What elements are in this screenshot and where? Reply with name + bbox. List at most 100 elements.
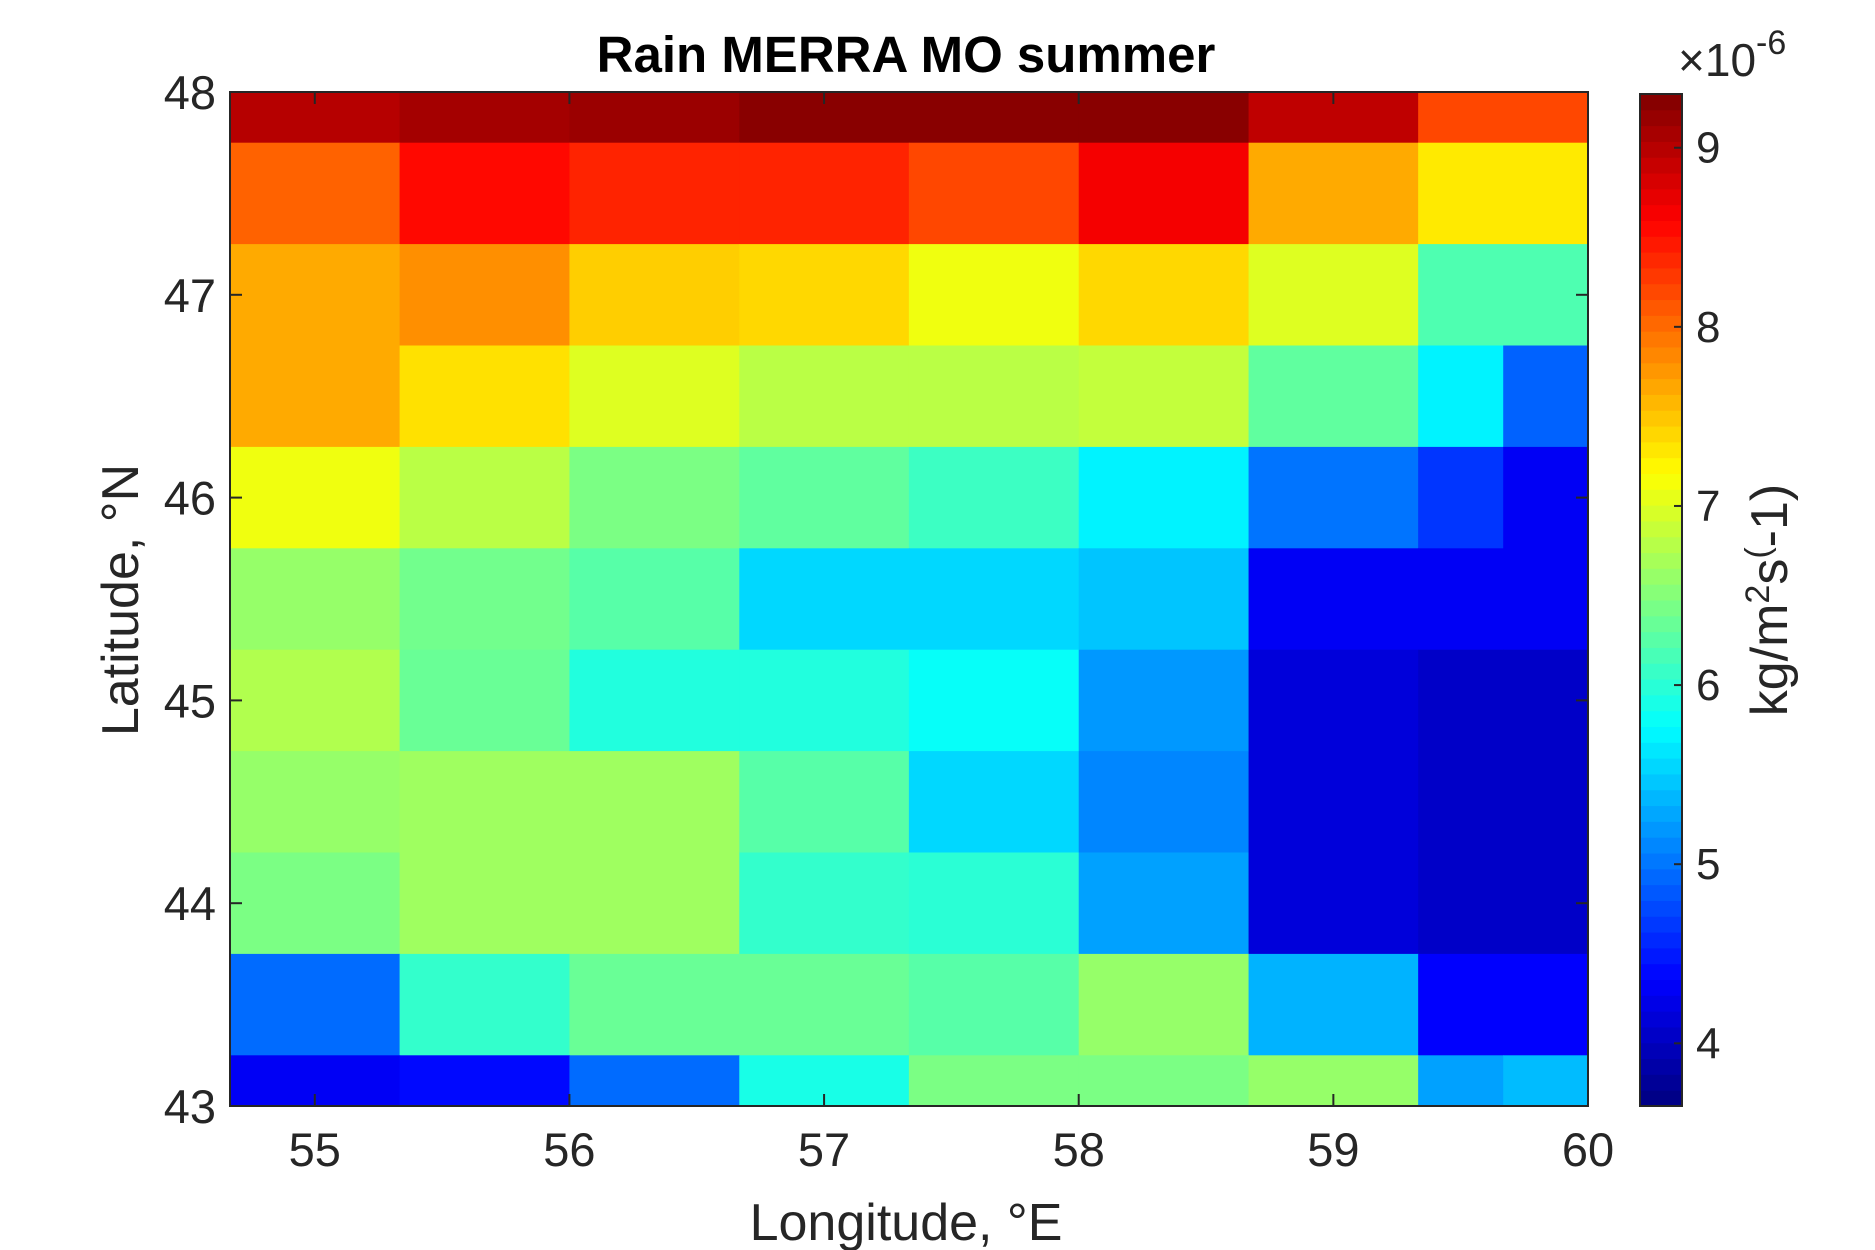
colorbar-segment [1640,315,1682,332]
x-tick-label: 56 [543,1123,595,1176]
x-tick-label: 57 [798,1123,850,1176]
colorbar-segment [1640,600,1682,617]
x-tick-label: 58 [1053,1123,1105,1176]
heatmap-cell [230,649,401,752]
heatmap-cell [399,142,571,245]
colorbar-segment [1640,615,1682,633]
colorbar [1639,93,1683,1107]
colorbar-segment [1640,1026,1682,1044]
x-axis-ticks: 55 56 57 58 59 60 [289,92,1614,1176]
heatmap-cell [739,649,910,752]
heatmap-cell [1248,345,1419,448]
heatmap-cells [230,92,1589,1107]
heatmap-cell [230,142,401,245]
colorbar-segment [1640,520,1682,538]
heatmap-cell [399,1055,571,1107]
heatmap-cell [908,446,1080,549]
colorbar-tick-label: 8 [1696,303,1720,352]
x-tick-label: 59 [1307,1123,1359,1176]
colorbar-tick-label: 7 [1696,482,1720,531]
colorbar-segment [1640,805,1682,822]
heatmap-cell [1078,1055,1250,1107]
y-tick-label: 47 [164,269,216,322]
heatmap-cell [1078,92,1250,144]
heatmap-cell [908,649,1080,752]
heatmap-cell [1418,345,1504,448]
colorbar-segment [1640,267,1682,285]
heatmap-cell [399,751,571,854]
heatmap-cell [569,852,740,955]
y-axis-ticks: 43 44 45 46 47 48 [164,66,1588,1133]
colorbar-segment [1640,1058,1682,1075]
colorbar-segment [1640,742,1682,759]
heatmap-cell [1503,1055,1589,1107]
colorbar-segment [1640,505,1682,522]
colorbar-segment [1640,710,1682,727]
colorbar-segment [1640,362,1682,380]
heatmap-cell [1503,548,1589,651]
colorbar-segment [1640,1074,1682,1091]
colorbar-segment [1640,347,1682,364]
heatmap-cell [739,446,910,549]
heatmap-cell [908,953,1080,1056]
heatmap-cell [1418,953,1504,1056]
colorbar-frame [1639,93,1683,1107]
y-tick-label: 45 [164,674,216,727]
heatmap-cell [569,649,740,752]
colorbar-segment [1640,394,1682,411]
y-tick-label: 48 [164,66,216,119]
heatmap-cell [399,446,571,549]
heatmap-cell [739,548,910,651]
colorbar-segment [1640,331,1682,348]
colorbar-segment [1640,283,1682,301]
heatmap-cell [1078,244,1250,347]
heatmap-cell [1078,953,1250,1056]
heatmap-cell [569,244,740,347]
heatmap-cell [739,142,910,245]
heatmap-cell [1248,244,1419,347]
y-tick-label: 44 [164,877,216,930]
colorbar-segment [1640,679,1682,696]
colorbar-segment [1640,109,1682,127]
heatmap-cell [230,446,401,549]
colorbar-exponent: ×10-6 [1678,24,1786,86]
heatmap-cell [230,345,401,448]
colorbar-segment [1640,1011,1682,1028]
heatmap-cell [399,548,571,651]
colorbar-segment [1640,568,1682,585]
heatmap-cell [230,751,401,854]
plot-frame [229,91,1589,1107]
heatmap-cell [569,953,740,1056]
heatmap-cell [1078,852,1250,955]
heatmap-cell [399,345,571,448]
heatmap-cell [1418,548,1504,651]
heatmap-cell [908,751,1080,854]
colorbar-ticks: 4 5 6 7 8 9 [1674,124,1720,1068]
colorbar-segment [1640,663,1682,680]
colorbar-segment [1640,837,1682,854]
heatmap-cell [908,852,1080,955]
heatmap-cell [1503,852,1589,955]
heatmap-cell [569,92,740,144]
heatmap-cell [739,953,910,1056]
colorbar-times-symbol: ×10 [1678,34,1756,86]
heatmap-cell [1078,345,1250,448]
colorbar-segment [1640,758,1682,775]
colorbar-tick-label: 5 [1696,840,1720,889]
heatmap-cell [908,548,1080,651]
colorbar-segment [1640,94,1682,111]
heatmap-cell [399,852,571,955]
heatmap-cell [230,244,401,347]
heatmap-cell [399,244,571,347]
colorbar-segment [1640,821,1682,838]
colorbar-tick-label: 4 [1696,1019,1720,1068]
colorbar-segment [1640,125,1682,142]
colorbar-segment [1640,726,1682,743]
colorbar-segment [1640,789,1682,807]
colorbar-segment [1640,299,1682,316]
heatmap-cell [1503,345,1589,448]
heatmap-cell [908,92,1080,144]
heatmap-cell [739,751,910,854]
